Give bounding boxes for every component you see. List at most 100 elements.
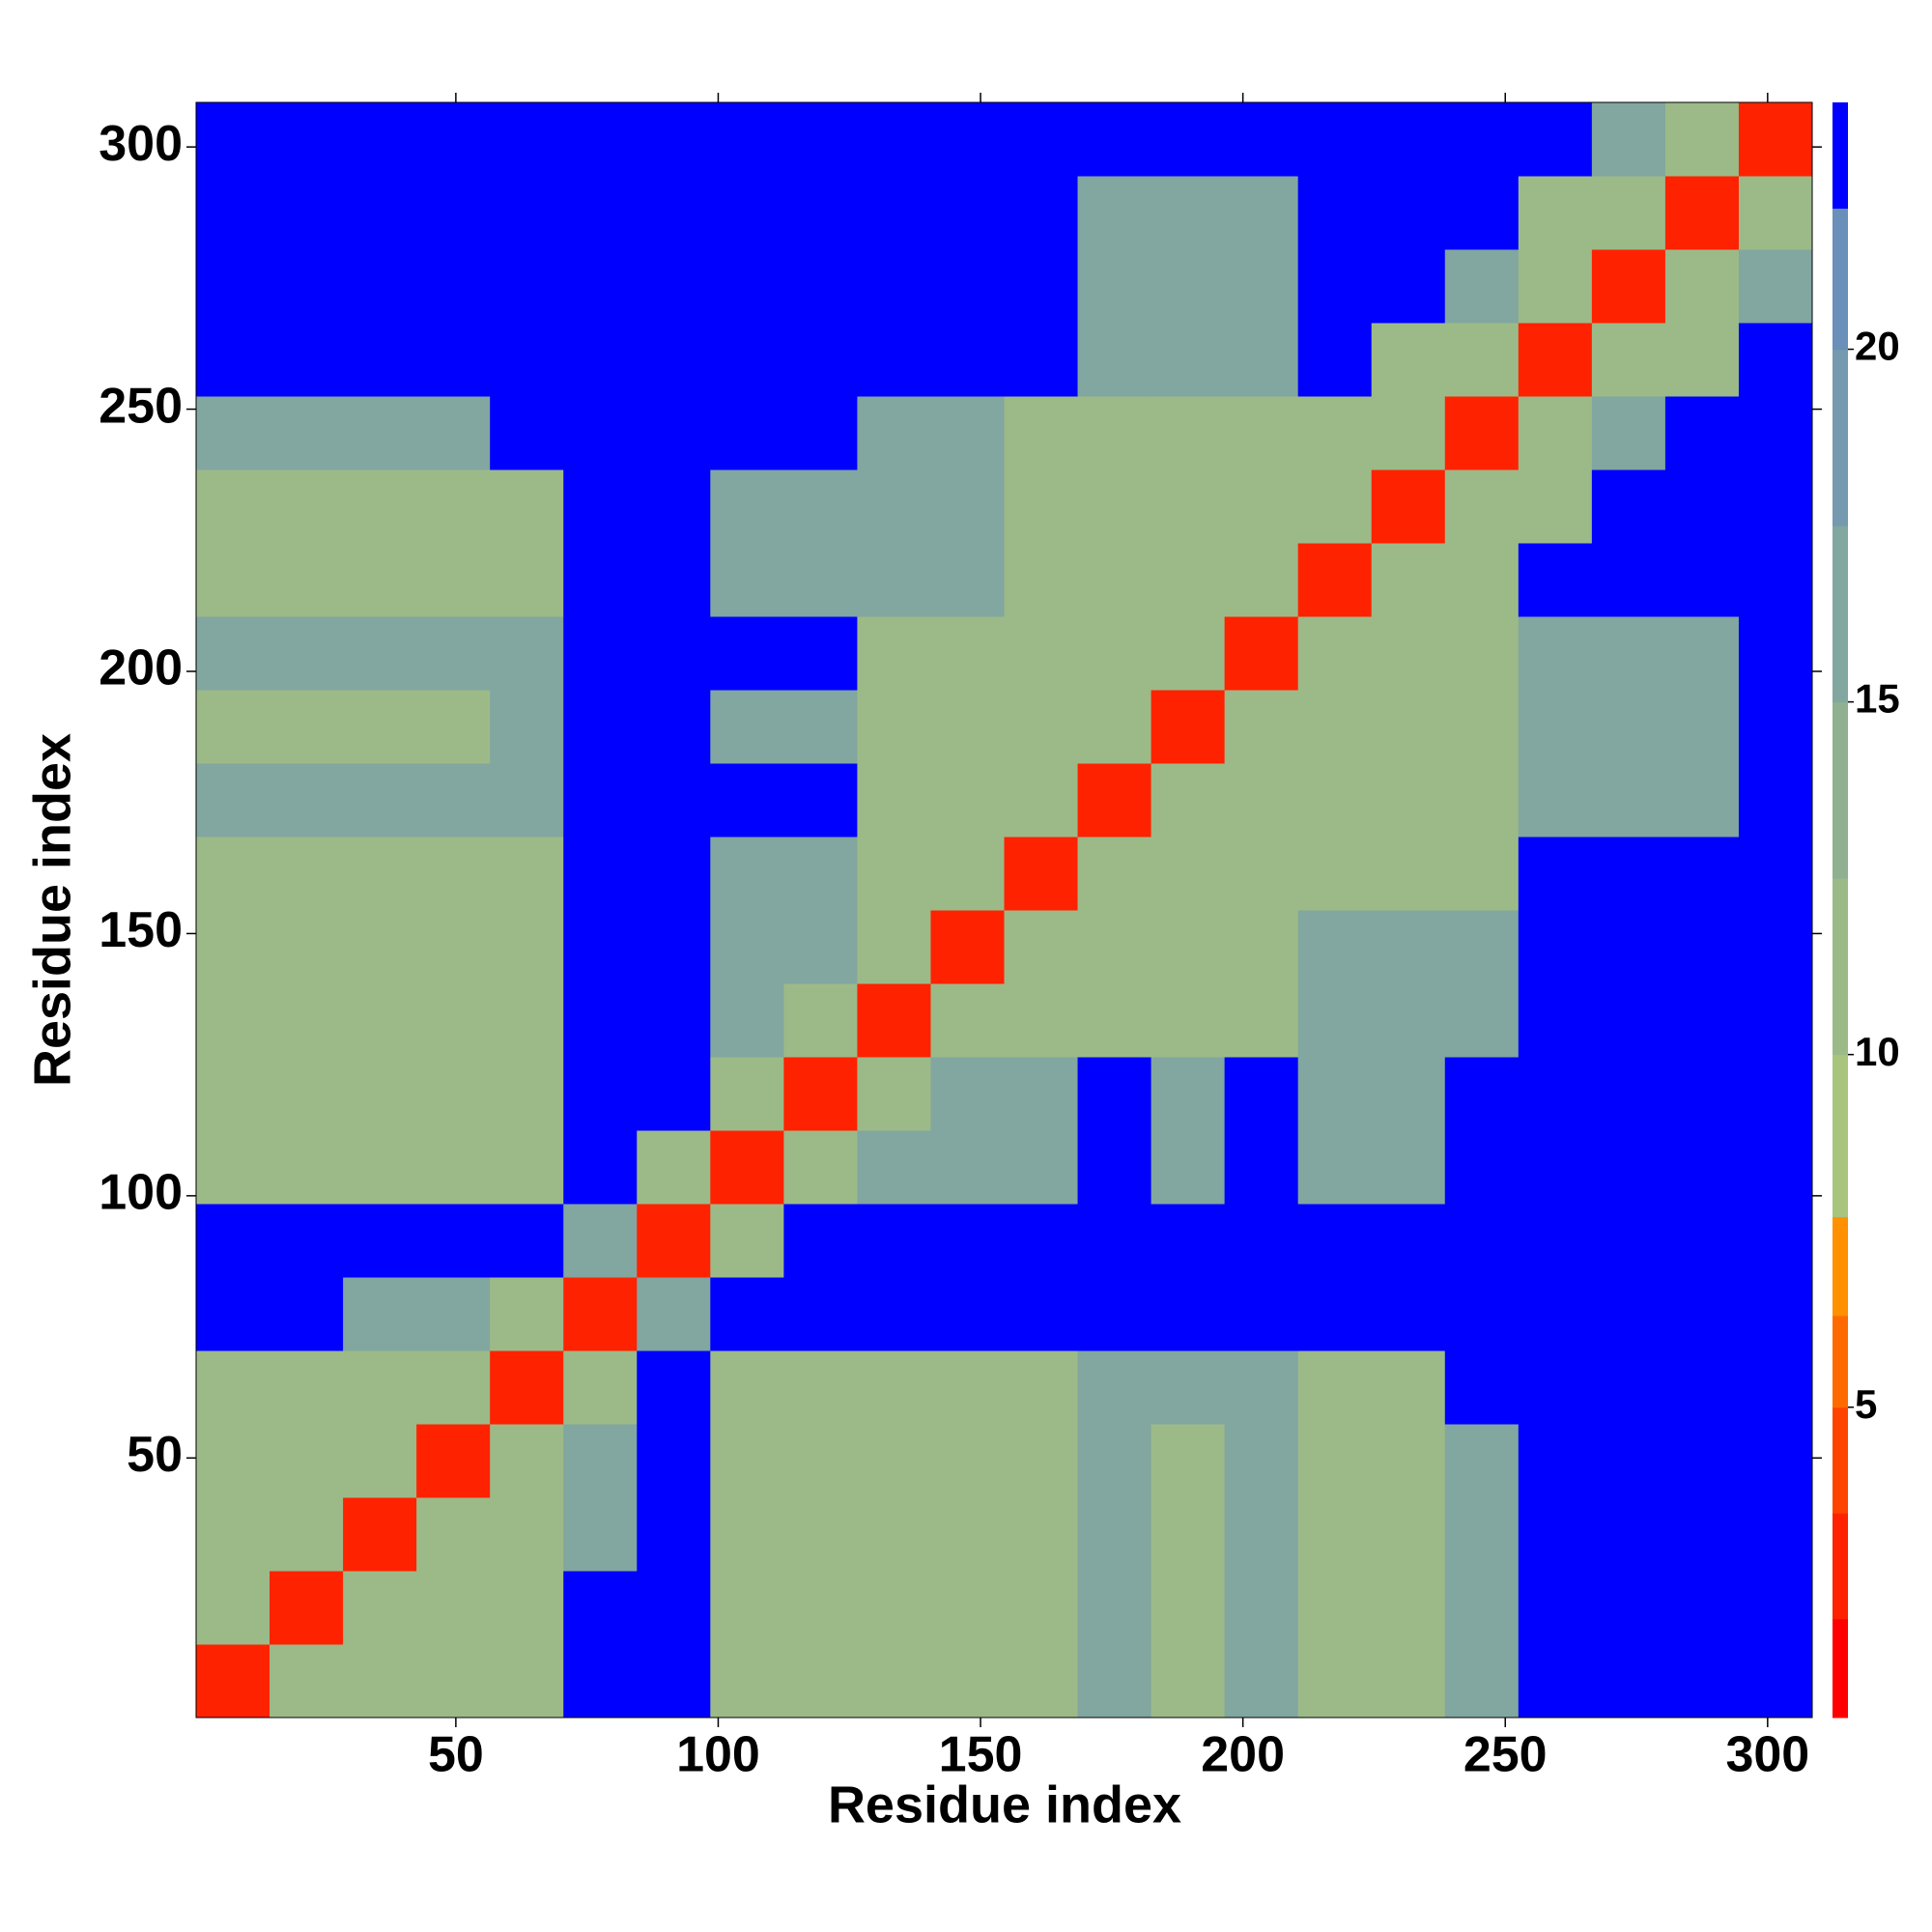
heatmap-cell [1518,837,1593,911]
heatmap-cell [1444,1130,1520,1205]
heatmap-cell [1518,1130,1593,1205]
heatmap-cell [563,176,638,250]
heatmap-cell [930,1277,1005,1351]
heatmap-cell [1151,983,1226,1058]
heatmap-cell [270,1350,344,1425]
heatmap-cell [270,102,344,177]
heatmap-cell [930,396,1005,470]
heatmap-cell [1664,176,1740,250]
heatmap-cell [563,543,638,617]
heatmap-cell [1591,1644,1666,1719]
heatmap-cell [1004,1350,1079,1425]
plot-area [196,102,1813,1719]
heatmap-cell [1444,763,1520,838]
heatmap-cell [490,1277,564,1351]
heatmap-cell [1224,1497,1299,1572]
heatmap-cell [416,469,491,544]
heatmap-cell [1077,910,1152,984]
y-tick-label: 250 [99,378,183,434]
heatmap-cell [1297,690,1373,764]
heatmap-cell [1151,1424,1226,1498]
heatmap-cell [563,763,638,838]
heatmap-cell [1004,176,1079,250]
heatmap-cell [416,102,491,177]
heatmap-cell [710,543,784,617]
heatmap-cell [196,616,270,691]
heatmap-cell [1738,1571,1813,1645]
heatmap-cell [1224,1571,1299,1645]
heatmap-cell [1591,1277,1666,1351]
heatmap-cell [1518,249,1593,324]
heatmap-cell [1004,249,1079,324]
heatmap-cell [1224,176,1299,250]
heatmap-cell [1738,249,1813,324]
heatmap-cell [490,543,564,617]
heatmap-cell [1518,1057,1593,1131]
heatmap-cell [1591,763,1666,838]
heatmap-cell [1591,396,1666,470]
heatmap-cell [1444,396,1520,470]
heatmap-cell [857,1277,931,1351]
heatmap-cell [416,323,491,397]
heatmap-cell [1077,1130,1152,1205]
heatmap-cell [1297,983,1373,1058]
colorbar-segment [1833,1513,1848,1620]
heatmap-cell [196,1277,270,1351]
heatmap-cell [1518,1424,1593,1498]
heatmap-cell [857,763,931,838]
heatmap-cell [1444,1424,1520,1498]
heatmap-cell [1591,323,1666,397]
heatmap-cell [1224,690,1299,764]
heatmap-cell [1004,323,1079,397]
heatmap-cell [490,1497,564,1572]
heatmap-cell [1151,1350,1226,1425]
heatmap-cell [490,1204,564,1278]
heatmap-cell [343,396,417,470]
heatmap-cell [1444,616,1520,691]
heatmap-cell [930,983,1005,1058]
heatmap-cell [783,176,858,250]
heatmap-cell [857,1350,931,1425]
heatmap-cell [1151,1057,1226,1131]
heatmap-cell [857,102,931,177]
heatmap-cell [857,690,931,764]
heatmap-cell [1371,1571,1446,1645]
heatmap-cell [1371,1277,1446,1351]
y-tick-label: 100 [99,1165,183,1221]
heatmap-cell [416,983,491,1058]
heatmap-cell [1004,983,1079,1058]
heatmap-cell [1151,323,1226,397]
heatmap-cell [1371,1497,1446,1572]
heatmap-cell [783,469,858,544]
heatmap-cell [563,396,638,470]
heatmap-cell [783,1571,858,1645]
heatmap-cell [710,1057,784,1131]
heatmap-cell [1444,1057,1520,1131]
heatmap-cell [1297,1057,1373,1131]
heatmap-cell [343,102,417,177]
heatmap-cell [857,249,931,324]
heatmap-cell [783,323,858,397]
x-tick-label: 250 [1463,1727,1548,1783]
heatmap-cell [1224,1350,1299,1425]
heatmap-cell [343,249,417,324]
heatmap-cell [710,983,784,1058]
heatmap-cell [1738,469,1813,544]
heatmap-cell [270,616,344,691]
heatmap-cell [490,469,564,544]
heatmap-cell [1077,763,1152,838]
heatmap-cell [857,616,931,691]
heatmap-cell [1738,176,1813,250]
heatmap-cell [1591,543,1666,617]
heatmap-cell [710,176,784,250]
heatmap-cell [490,910,564,984]
heatmap-cell [490,837,564,911]
heatmap-cell [1077,102,1152,177]
heatmap-cell [710,249,784,324]
heatmap-cell [416,249,491,324]
heatmap-cell [1077,1571,1152,1645]
heatmap-cell [857,1497,931,1572]
y-axis-title: Residue index [23,733,81,1087]
heatmap-cell [196,910,270,984]
y-tick-label: 300 [99,116,183,172]
